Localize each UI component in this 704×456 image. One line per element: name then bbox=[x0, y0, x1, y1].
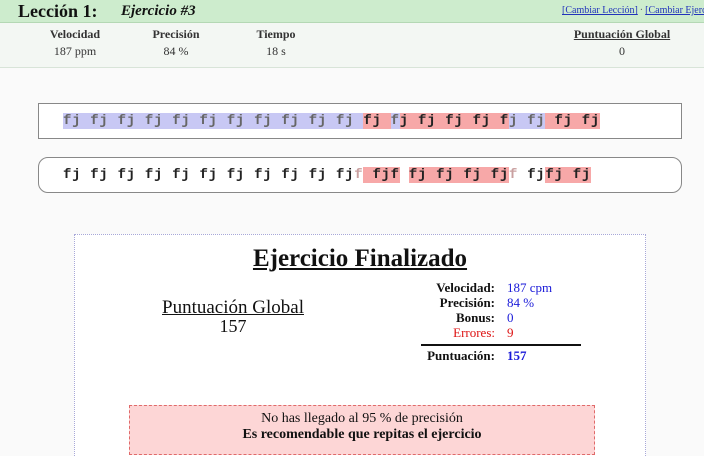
result-score-label: Puntuación: bbox=[427, 348, 495, 363]
correct-segment: f bbox=[390, 113, 400, 129]
correct-segment: j bbox=[509, 113, 528, 129]
correct-segment: fj fj fj fj fj fj fj fj fj fj fj bbox=[63, 113, 364, 129]
accuracy-label: Precisión bbox=[152, 27, 200, 41]
error-segment: j fj fj fj f bbox=[399, 113, 509, 129]
lesson-title: Lección 1: bbox=[18, 1, 98, 21]
correct-segment: fj bbox=[527, 113, 546, 129]
accuracy-warning: No has llegado al 95 % de precisión Es r… bbox=[129, 405, 595, 455]
result-speed-label: Velocidad: bbox=[436, 280, 495, 295]
exercise-title: Ejercicio #3 bbox=[121, 3, 196, 19]
change-lesson-link[interactable]: [Cambiar Lección] bbox=[562, 5, 638, 16]
result-accuracy-label: Precisión: bbox=[439, 295, 495, 310]
time-value: 18 s bbox=[266, 44, 286, 58]
global-score-value: 0 bbox=[619, 44, 625, 58]
results-title: Ejercicio Finalizado bbox=[252, 245, 468, 272]
accuracy-stat: Precisión 84 % bbox=[148, 27, 204, 59]
text-segment: fj fj fj fj fj fj fj fj fj fj fj bbox=[63, 167, 355, 183]
time-stat: Tiempo 18 s bbox=[252, 27, 300, 59]
error-segment: fjf bbox=[363, 167, 400, 183]
result-bonus-row: Bonus: 0 bbox=[421, 310, 581, 325]
result-score-value: 157 bbox=[507, 348, 527, 363]
result-errors-row: Errores: 9 bbox=[421, 325, 581, 340]
global-score-number: 157 bbox=[219, 316, 247, 336]
typed-text: fj fj fj fj fj fj fj fj fj fj fjf fjf fj… bbox=[63, 166, 591, 184]
result-bonus-value: 0 bbox=[507, 310, 514, 325]
results-table: Velocidad: 187 cpm Precisión: 84 % Bonus… bbox=[421, 280, 581, 364]
text-segment: fj bbox=[518, 167, 546, 183]
time-label: Tiempo bbox=[256, 27, 296, 41]
navigation-links: [Cambiar Lección]·[Cambiar Ejercicio] bbox=[562, 5, 704, 16]
error-segment: fj bbox=[363, 113, 391, 129]
text-segment: f bbox=[354, 167, 364, 183]
stats-bar: Velocidad 187 ppm Precisión 84 % Tiempo … bbox=[0, 23, 704, 68]
change-exercise-link[interactable]: [Cambiar Ejercicio] bbox=[645, 5, 704, 16]
target-text: fj fj fj fj fj fj fj fj fj fj fj fj fj f… bbox=[63, 112, 601, 130]
speed-stat: Velocidad 187 ppm bbox=[47, 27, 103, 59]
global-score-heading: Puntuación Global bbox=[162, 297, 304, 318]
result-accuracy-value: 84 % bbox=[507, 295, 535, 310]
text-segment bbox=[400, 167, 409, 183]
global-score-label: Puntuación Global bbox=[573, 27, 671, 41]
speed-value: 187 ppm bbox=[53, 44, 97, 58]
warning-line-2: Es recomendable que repitas el ejercicio bbox=[242, 427, 482, 442]
result-score-row: Puntuación: 157 bbox=[421, 344, 581, 364]
result-speed-row: Velocidad: 187 cpm bbox=[421, 280, 581, 295]
warning-line-1: No has llegado al 95 % de precisión bbox=[261, 411, 463, 426]
result-speed-value: 187 cpm bbox=[507, 280, 553, 295]
result-errors-value: 9 bbox=[507, 325, 514, 340]
accuracy-value: 84 % bbox=[163, 44, 189, 58]
global-score-stat: Puntuación Global 0 bbox=[566, 27, 678, 59]
global-score-block: Puntuación Global 157 bbox=[159, 297, 307, 337]
results-panel: Ejercicio Finalizado Puntuación Global 1… bbox=[74, 234, 646, 456]
typed-text-box[interactable]: fj fj fj fj fj fj fj fj fj fj fjf fjf fj… bbox=[38, 157, 682, 193]
error-segment: fj fj bbox=[545, 167, 591, 183]
top-bar: Lección 1: Ejercicio #3 [Cambiar Lección… bbox=[0, 0, 704, 23]
error-segment: fj fj fj fj bbox=[408, 167, 509, 183]
text-segment: f bbox=[509, 167, 519, 183]
target-text-box: fj fj fj fj fj fj fj fj fj fj fj fj fj f… bbox=[38, 103, 682, 139]
speed-label: Velocidad bbox=[49, 27, 101, 41]
result-bonus-label: Bonus: bbox=[455, 310, 495, 325]
error-segment: fj fj bbox=[545, 113, 601, 129]
result-accuracy-row: Precisión: 84 % bbox=[421, 295, 581, 310]
link-separator: · bbox=[639, 5, 644, 16]
result-errors-label: Errores: bbox=[453, 325, 495, 340]
